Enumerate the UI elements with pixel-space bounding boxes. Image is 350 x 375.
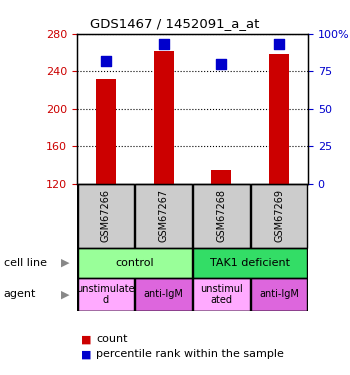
Bar xyxy=(135,184,192,248)
Text: ▶: ▶ xyxy=(61,258,69,267)
Bar xyxy=(193,184,250,248)
Text: control: control xyxy=(116,258,154,267)
Text: GDS1467 / 1452091_a_at: GDS1467 / 1452091_a_at xyxy=(90,17,260,30)
Bar xyxy=(193,248,307,278)
Point xyxy=(103,58,108,64)
Bar xyxy=(251,278,307,311)
Text: GSM67268: GSM67268 xyxy=(216,189,226,242)
Text: GSM67269: GSM67269 xyxy=(274,189,284,242)
Bar xyxy=(269,54,289,184)
Text: anti-IgM: anti-IgM xyxy=(259,290,299,299)
Point xyxy=(161,41,167,47)
Bar xyxy=(154,51,174,184)
Text: ■: ■ xyxy=(80,334,91,344)
Point xyxy=(276,41,282,47)
Text: anti-IgM: anti-IgM xyxy=(144,290,183,299)
Text: ■: ■ xyxy=(80,350,91,359)
Text: GSM67266: GSM67266 xyxy=(101,189,111,242)
Bar xyxy=(251,184,307,248)
Text: unstimulate
d: unstimulate d xyxy=(77,284,135,305)
Point xyxy=(218,61,224,67)
Bar xyxy=(211,170,231,184)
Text: agent: agent xyxy=(4,290,36,299)
Text: unstimul
ated: unstimul ated xyxy=(200,284,243,305)
Text: count: count xyxy=(96,334,128,344)
Text: cell line: cell line xyxy=(4,258,47,267)
Bar xyxy=(193,278,250,311)
Text: GSM67267: GSM67267 xyxy=(159,189,169,242)
Text: percentile rank within the sample: percentile rank within the sample xyxy=(96,350,284,359)
Bar xyxy=(78,184,134,248)
Bar xyxy=(135,278,192,311)
Text: TAK1 deficient: TAK1 deficient xyxy=(210,258,290,267)
Bar xyxy=(78,278,134,311)
Bar xyxy=(78,248,192,278)
Bar xyxy=(96,79,116,184)
Text: ▶: ▶ xyxy=(61,290,69,299)
